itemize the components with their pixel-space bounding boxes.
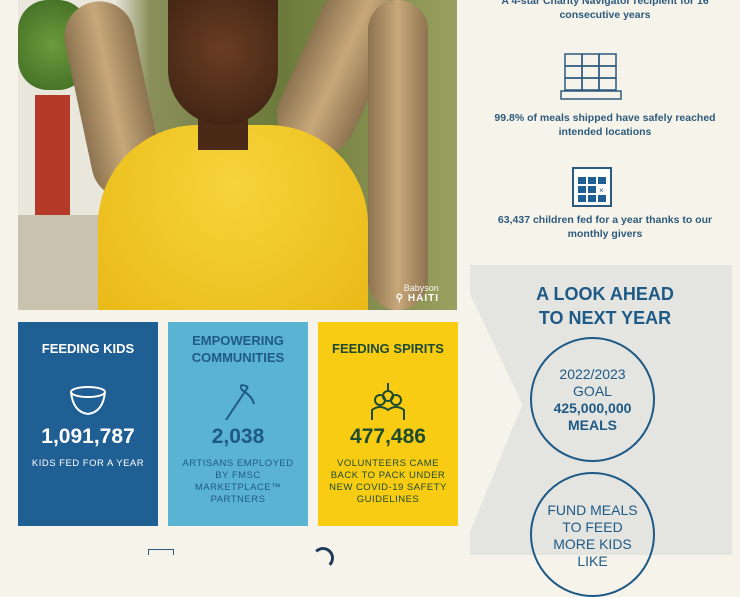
stat-children-fed: 63,437 children fed for a year thanks to…: [497, 214, 713, 240]
card-desc: KIDS FED FOR A YEAR: [31, 458, 145, 469]
volunteers-icon: [371, 383, 405, 420]
location-pin-icon: ⚲: [395, 293, 405, 304]
card-title: FEEDING SPIRITS: [332, 341, 444, 356]
caption-country: HAITI: [407, 293, 439, 304]
stat-meals-shipped: 99.8% of meals shipped have safely reach…: [494, 112, 716, 138]
card-title: FEEDING KIDS: [41, 341, 135, 356]
look-ahead-title: A LOOK AHEAD TO NEXT YEAR: [536, 284, 674, 328]
goal-year: 2022/2023: [559, 365, 626, 382]
goal-unit: MEALS: [568, 416, 617, 433]
fund-text: FUND MEALS TO FEED MORE KIDS LIKE: [547, 502, 638, 569]
photo-caption: Babyson ⚲ HAITI: [396, 283, 439, 304]
pallet-boxes-icon: [560, 53, 622, 100]
tree-trunk: [368, 0, 428, 310]
card-desc: ARTISANS EMPLOYED BY FMSC MARKETPLACE™ P…: [182, 458, 294, 505]
bowl-icon: [70, 386, 106, 416]
fund-circle: FUND MEALS TO FEED MORE KIDS LIKE: [530, 472, 655, 597]
stat-charity-navigator: A 4-star Charity Navigator recipient for…: [501, 0, 709, 21]
svg-text:×: ×: [599, 186, 604, 195]
card-number: 1,091,787: [41, 425, 135, 448]
card-feeding-kids: FEEDING KIDS 1,091,787 KIDS FED FOR A YE…: [18, 322, 158, 526]
needle-thread-icon: [225, 384, 255, 420]
child-face: [168, 0, 278, 125]
goal-circle: 2022/2023 GOAL 425,000,000 MEALS: [530, 337, 655, 462]
yellow-shirt: [98, 125, 368, 310]
child-photo: Babyson ⚲ HAITI: [18, 0, 457, 310]
goal-label: GOAL: [573, 382, 612, 399]
card-number: 477,486: [350, 425, 426, 448]
card-desc: VOLUNTEERS CAME BACK TO PACK UNDER NEW C…: [329, 458, 447, 505]
goal-value: 425,000,000: [553, 399, 632, 416]
red-door: [35, 95, 70, 215]
card-feeding-spirits: FEEDING SPIRITS 477,486 VOLUNTEERS CAME …: [318, 322, 458, 526]
partial-icon: [312, 547, 334, 569]
calendar-icon: ×: [572, 167, 612, 207]
caption-name: Babyson: [403, 283, 439, 293]
card-number: 2,038: [211, 425, 265, 448]
card-empowering-communities: EMPOWERING COMMUNITIES 2,038 ARTISANS EM…: [168, 322, 308, 526]
card-title: EMPOWERING COMMUNITIES: [191, 333, 285, 365]
partial-icon: [148, 549, 174, 555]
